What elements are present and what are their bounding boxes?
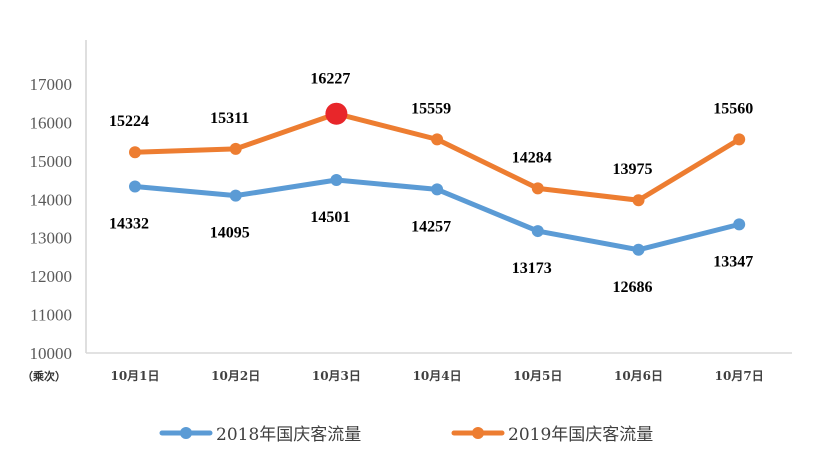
- data-point: [632, 243, 645, 256]
- data-point: [531, 225, 544, 238]
- x-tick-label: 10月5日: [513, 369, 562, 383]
- y-tick-label: 15000: [30, 152, 73, 171]
- x-tick-label: 10月2日: [211, 369, 260, 383]
- data-label: 14257: [411, 218, 451, 235]
- y-tick-label: 16000: [30, 113, 73, 132]
- data-point: [229, 142, 242, 155]
- legend-label: 2019年国庆客流量: [508, 425, 653, 445]
- y-tick-label: 13000: [30, 229, 73, 248]
- legend-item-1: 2018年国庆客流量: [159, 425, 361, 445]
- data-label: 13173: [512, 260, 552, 277]
- x-tick-label: 10月7日: [715, 369, 764, 383]
- data-label: 15559: [411, 100, 451, 117]
- y-tick-label: 10000: [30, 344, 73, 363]
- data-point: [431, 183, 444, 196]
- x-tick-label: 10月3日: [312, 369, 361, 383]
- data-label: 15560: [713, 100, 753, 117]
- data-label: 15311: [210, 110, 249, 127]
- data-label: 14332: [109, 216, 149, 233]
- data-point: [632, 194, 645, 207]
- data-label: 16227: [310, 71, 350, 88]
- data-point: [733, 133, 746, 146]
- data-label: 13347: [713, 253, 753, 270]
- legend-label: 2018年国庆客流量: [216, 425, 361, 445]
- legend-marker-icon: [472, 427, 484, 439]
- highlight-point: [325, 102, 348, 125]
- data-point: [531, 182, 544, 195]
- data-point: [733, 218, 746, 231]
- y-tick-label: 12000: [30, 267, 73, 286]
- data-label: 13975: [613, 161, 653, 178]
- x-tick-label: 10月1日: [110, 369, 159, 383]
- x-tick-label: 10月4日: [413, 369, 462, 383]
- data-point: [431, 133, 444, 146]
- data-label: 14501: [310, 209, 350, 226]
- data-point: [129, 146, 141, 159]
- data-label: 15224: [109, 113, 149, 130]
- y-axis-unit-label: （乘次）: [22, 369, 66, 383]
- data-point: [229, 189, 242, 202]
- series-2: 15224 15311 16227 15559 14284 13975 15560: [109, 71, 753, 207]
- data-label: 12686: [613, 279, 653, 296]
- legend-item-2: 2019年国庆客流量: [451, 425, 653, 445]
- y-tick-label: 17000: [30, 75, 73, 94]
- data-label: 14095: [210, 225, 250, 242]
- series-1: 14332 14095 14501 14257 13173 12686 13347: [109, 174, 753, 296]
- data-label: 14284: [512, 149, 552, 166]
- x-tick-label: 10月6日: [614, 369, 663, 383]
- y-tick-label: 14000: [30, 190, 73, 209]
- legend-marker-icon: [180, 427, 192, 439]
- y-tick-label: 11000: [30, 306, 72, 325]
- data-point: [330, 174, 343, 187]
- data-point: [129, 180, 141, 193]
